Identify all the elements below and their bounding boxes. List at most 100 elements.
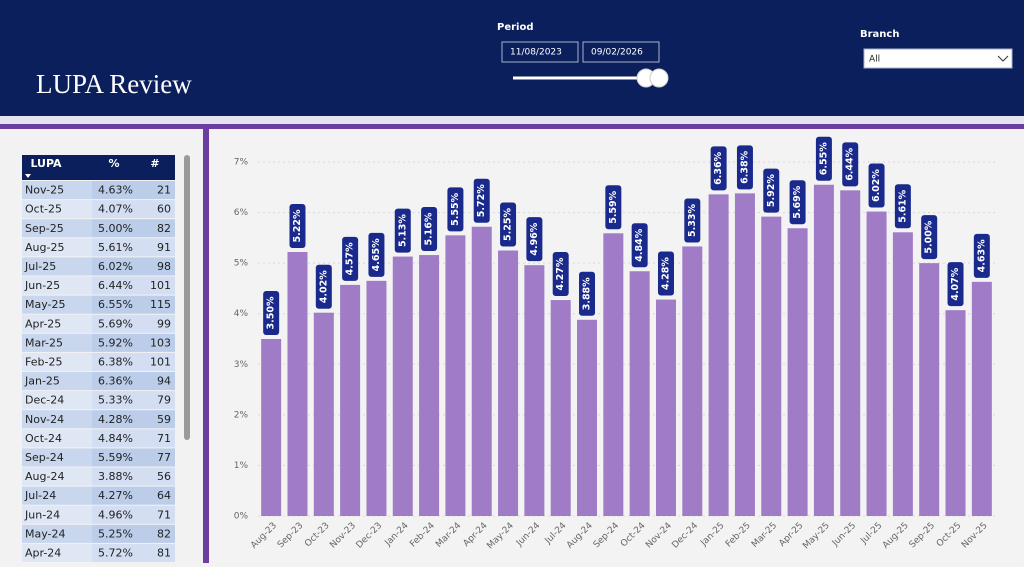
table-cell-text: 4.07% bbox=[98, 203, 133, 216]
table-cell-text: 60 bbox=[157, 203, 171, 216]
y-tick-label: 1% bbox=[234, 461, 249, 471]
table-cell-text: 6.55% bbox=[98, 298, 133, 311]
data-label: 5.72% bbox=[476, 184, 487, 217]
table-cell-text: 77 bbox=[157, 451, 171, 464]
slider-handle[interactable] bbox=[649, 68, 669, 88]
separator bbox=[0, 116, 1024, 124]
data-label-box bbox=[684, 198, 701, 243]
table-cell bbox=[92, 448, 137, 467]
date-input[interactable] bbox=[501, 41, 579, 63]
y-tick-label: 5% bbox=[234, 259, 249, 269]
table-cell bbox=[92, 467, 137, 486]
page-title: LUPA Review bbox=[36, 69, 192, 99]
table-cell-text: 6.02% bbox=[98, 260, 133, 273]
bar bbox=[892, 232, 913, 516]
table-cell-text: 99 bbox=[157, 317, 171, 330]
table-cell bbox=[137, 238, 175, 257]
bar bbox=[471, 226, 492, 516]
data-label-box bbox=[789, 180, 806, 225]
table-cell bbox=[92, 238, 137, 257]
data-label-box bbox=[736, 145, 753, 190]
table-cell-text: 21 bbox=[157, 184, 171, 197]
dropdown[interactable] bbox=[863, 48, 1013, 69]
table-cell bbox=[137, 524, 175, 543]
bar bbox=[945, 310, 966, 516]
table-cell-text: Dec-24 bbox=[25, 394, 64, 407]
table-cell bbox=[137, 219, 175, 238]
bar bbox=[577, 319, 598, 516]
table-cell-text: Aug-24 bbox=[25, 470, 64, 483]
table-cell-text: May-25 bbox=[25, 298, 66, 311]
table-cell bbox=[92, 429, 137, 448]
data-label: 6.44% bbox=[845, 147, 856, 180]
data-label: 5.00% bbox=[924, 220, 935, 253]
bar bbox=[813, 184, 834, 516]
data-label: 6.02% bbox=[871, 169, 882, 202]
separator-line bbox=[0, 124, 1024, 129]
date-input[interactable] bbox=[582, 41, 660, 63]
table-cell bbox=[137, 391, 175, 410]
bar bbox=[550, 300, 571, 516]
column-header: # bbox=[150, 157, 159, 170]
table-cell bbox=[92, 505, 137, 524]
table-cell bbox=[137, 372, 175, 391]
date-value[interactable]: 11/08/2023 bbox=[510, 48, 562, 58]
date-value[interactable]: 09/02/2026 bbox=[591, 48, 643, 58]
table-cell bbox=[22, 467, 92, 486]
dropdown-value[interactable]: All bbox=[869, 55, 880, 65]
data-label-box bbox=[342, 236, 359, 281]
table-cell-text: 3.88% bbox=[98, 470, 133, 483]
data-label-box bbox=[894, 184, 911, 229]
data-label: 5.33% bbox=[687, 203, 698, 236]
y-tick-label: 6% bbox=[234, 208, 249, 218]
bar bbox=[313, 312, 334, 516]
table-cell bbox=[22, 410, 92, 429]
y-tick-label: 7% bbox=[234, 158, 249, 168]
table-cell bbox=[22, 391, 92, 410]
data-label-box bbox=[289, 204, 306, 249]
filter-label: Branch bbox=[860, 29, 899, 40]
bar bbox=[366, 280, 387, 516]
table-cell-text: 5.25% bbox=[98, 527, 133, 540]
table-cell bbox=[137, 410, 175, 429]
table-cell-text: Sep-24 bbox=[25, 451, 64, 464]
data-label: 5.92% bbox=[766, 174, 777, 207]
dropdown-chevron[interactable] bbox=[997, 55, 1009, 62]
table-cell bbox=[22, 352, 92, 371]
scrollbar[interactable] bbox=[184, 155, 190, 440]
table-cell-text: 5.72% bbox=[98, 546, 133, 559]
table-cell bbox=[137, 543, 175, 562]
table-cell-text: 81 bbox=[157, 546, 171, 559]
bar bbox=[971, 281, 992, 516]
table-cell-text: 101 bbox=[150, 279, 171, 292]
table-cell-text: 6.44% bbox=[98, 279, 133, 292]
table-cell-text: 115 bbox=[150, 298, 171, 311]
data-label: 5.61% bbox=[897, 189, 908, 222]
data-label: 4.02% bbox=[318, 270, 329, 303]
bar bbox=[708, 194, 729, 516]
bar bbox=[629, 271, 650, 516]
table-cell-text: 94 bbox=[157, 375, 171, 388]
table-cell-text: 5.00% bbox=[98, 222, 133, 235]
data-label-box bbox=[763, 168, 780, 213]
table-cell-text: 4.28% bbox=[98, 413, 133, 426]
data-label-box bbox=[500, 202, 517, 247]
data-label-box bbox=[368, 232, 385, 277]
table-cell bbox=[92, 391, 137, 410]
panel-divider bbox=[203, 129, 209, 563]
data-label-box bbox=[421, 207, 438, 252]
table-cell-text: May-24 bbox=[25, 527, 66, 540]
table-cell bbox=[137, 257, 175, 276]
filter-label: Period bbox=[497, 22, 534, 33]
table-cell bbox=[22, 314, 92, 333]
bar bbox=[787, 228, 808, 516]
table-cell-text: Jul-25 bbox=[24, 260, 56, 273]
table-cell bbox=[92, 352, 137, 371]
data-label: 5.13% bbox=[397, 214, 408, 247]
table-cell bbox=[22, 276, 92, 295]
table-cell bbox=[22, 524, 92, 543]
table-cell-text: 5.92% bbox=[98, 336, 133, 349]
data-label-box bbox=[526, 217, 543, 262]
table-cell bbox=[137, 448, 175, 467]
